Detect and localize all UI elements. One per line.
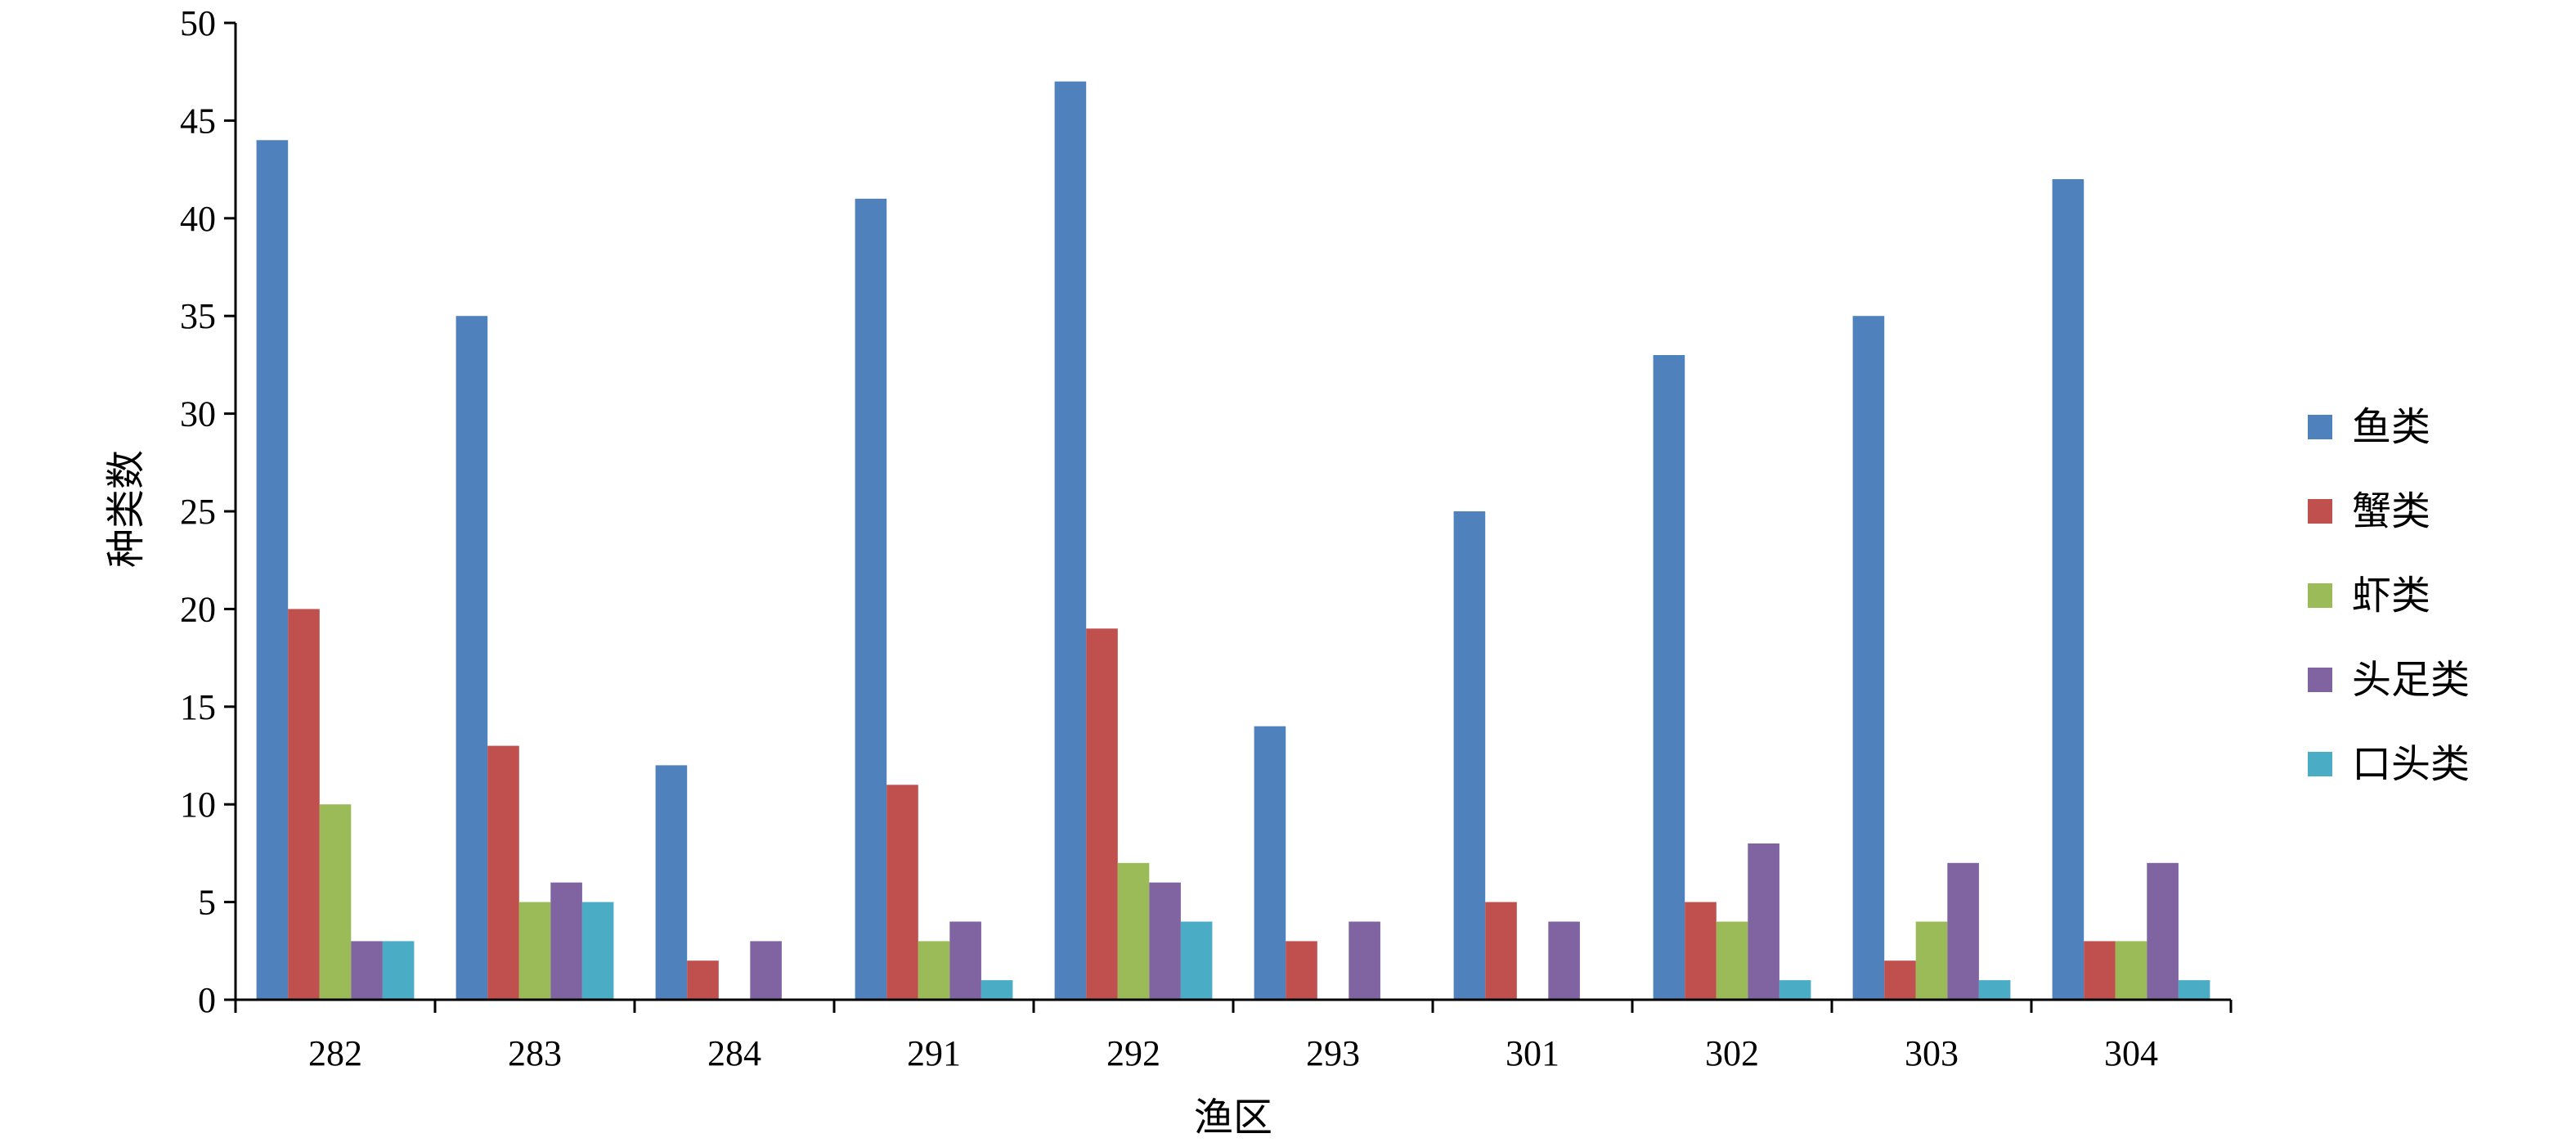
y-tick-label-30: 30 bbox=[180, 394, 216, 434]
bar-虾类-292 bbox=[1117, 862, 1150, 1000]
x-tick-label-292: 292 bbox=[1106, 1033, 1160, 1073]
bar-蟹类-291 bbox=[886, 785, 918, 1000]
y-tick-label-10: 10 bbox=[180, 785, 216, 825]
bar-头足类-283 bbox=[550, 882, 582, 1000]
x-tick-label-283: 283 bbox=[508, 1033, 562, 1073]
bar-鱼类-303 bbox=[1852, 316, 1885, 1000]
bar-鱼类-293 bbox=[1254, 726, 1286, 1000]
bar-鱼类-304 bbox=[2052, 179, 2085, 1000]
bar-蟹类-304 bbox=[2084, 941, 2116, 1000]
y-tick-label-40: 40 bbox=[180, 199, 216, 239]
bar-口头类-292 bbox=[1180, 921, 1213, 1000]
bar-头足类-304 bbox=[2147, 862, 2179, 1000]
y-tick-label-20: 20 bbox=[180, 589, 216, 629]
bar-鱼类-292 bbox=[1054, 81, 1087, 1001]
bar-虾类-304 bbox=[2115, 941, 2147, 1000]
bar-鱼类-291 bbox=[855, 198, 887, 1000]
bar-头足类-292 bbox=[1149, 882, 1181, 1000]
legend-label-虾类: 虾类 bbox=[2352, 574, 2430, 618]
bar-口头类-283 bbox=[581, 902, 614, 1000]
bar-蟹类-301 bbox=[1485, 902, 1517, 1000]
bars-layer bbox=[256, 81, 2210, 1001]
labels-layer: 0 5 10 15 20 25 30 35 40 45 50 282 283 284 291 292 293 30… bbox=[180, 3, 2158, 1073]
legend-label-鱼类: 鱼类 bbox=[2352, 406, 2430, 449]
legend-swatch-蟹类 bbox=[2308, 499, 2332, 524]
bar-鱼类-302 bbox=[1653, 355, 1685, 1000]
bar-蟹类-302 bbox=[1685, 902, 1717, 1000]
bar-虾类-282 bbox=[319, 804, 352, 1000]
x-tick-label-303: 303 bbox=[1905, 1033, 1959, 1073]
bar-口头类-303 bbox=[1978, 980, 2011, 1000]
bar-口头类-291 bbox=[981, 980, 1013, 1000]
bar-头足类-293 bbox=[1349, 921, 1380, 1000]
y-tick-label-0: 0 bbox=[198, 980, 216, 1020]
bar-口头类-304 bbox=[2178, 980, 2210, 1000]
legend-swatch-虾类 bbox=[2308, 583, 2332, 608]
legend-swatch-头足类 bbox=[2308, 668, 2332, 692]
x-tick-label-284: 284 bbox=[707, 1033, 761, 1073]
y-tick-label-45: 45 bbox=[180, 101, 216, 141]
y-tick-label-5: 5 bbox=[198, 883, 216, 923]
bar-鱼类-284 bbox=[655, 765, 688, 1000]
x-tick-label-304: 304 bbox=[2104, 1033, 2158, 1073]
bar-虾类-303 bbox=[1915, 921, 1948, 1000]
bar-蟹类-284 bbox=[687, 960, 719, 1000]
y-axis-title: 种类数 bbox=[105, 450, 148, 568]
legend-label-蟹类: 蟹类 bbox=[2352, 490, 2430, 533]
bar-蟹类-283 bbox=[487, 745, 519, 1000]
y-tick-label-25: 25 bbox=[180, 492, 216, 532]
y-tick-label-15: 15 bbox=[180, 687, 216, 727]
bar-蟹类-282 bbox=[288, 609, 320, 1000]
bar-鱼类-283 bbox=[456, 316, 488, 1000]
bar-虾类-302 bbox=[1716, 921, 1748, 1000]
y-tick-label-35: 35 bbox=[180, 296, 216, 336]
legend-swatch-鱼类 bbox=[2308, 415, 2332, 439]
x-tick-label-291: 291 bbox=[907, 1033, 961, 1073]
legend-swatch-口头类 bbox=[2308, 752, 2332, 776]
bar-蟹类-292 bbox=[1086, 628, 1118, 1000]
bar-虾类-283 bbox=[518, 902, 551, 1000]
legend-label-口头类: 口头类 bbox=[2352, 743, 2470, 786]
bar-口头类-282 bbox=[382, 941, 415, 1000]
bar-头足类-284 bbox=[750, 941, 782, 1000]
bar-头足类-282 bbox=[351, 941, 383, 1000]
bar-蟹类-293 bbox=[1286, 941, 1317, 1000]
x-tick-label-282: 282 bbox=[308, 1033, 362, 1073]
x-tick-label-302: 302 bbox=[1705, 1033, 1759, 1073]
bar-头足类-301 bbox=[1548, 921, 1580, 1000]
bar-鱼类-301 bbox=[1453, 511, 1486, 1000]
bar-头足类-291 bbox=[949, 921, 981, 1000]
x-tick-label-293: 293 bbox=[1306, 1033, 1360, 1073]
axes-layer bbox=[224, 21, 2233, 1013]
x-tick-label-301: 301 bbox=[1506, 1033, 1560, 1073]
x-axis-title: 渔区 bbox=[1194, 1096, 1272, 1140]
y-tick-label-50: 50 bbox=[180, 3, 216, 43]
bar-口头类-302 bbox=[1779, 980, 1811, 1000]
bar-蟹类-303 bbox=[1884, 960, 1916, 1000]
legend-label-头足类: 头足类 bbox=[2352, 659, 2470, 702]
bar-头足类-302 bbox=[1748, 843, 1779, 1000]
bar-鱼类-282 bbox=[256, 140, 289, 1000]
bar-虾类-291 bbox=[918, 941, 950, 1000]
bar-头足类-303 bbox=[1947, 862, 1979, 1000]
